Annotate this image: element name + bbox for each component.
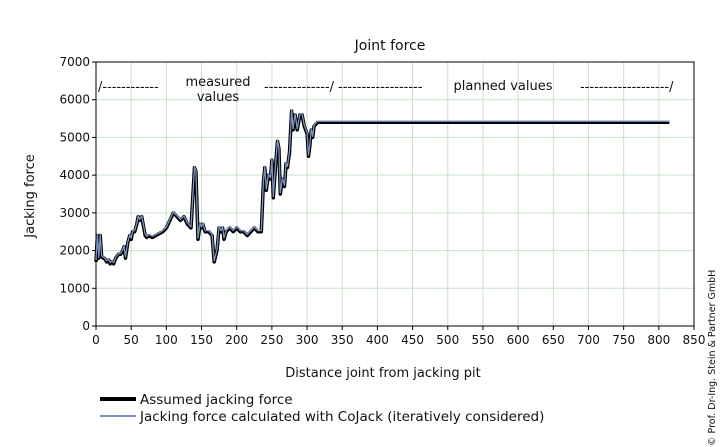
x-tick-label: 250: [260, 333, 283, 347]
measured-dashes-right: --------------/: [264, 80, 335, 95]
x-tick-label: 300: [296, 333, 319, 347]
x-tick-label: 750: [612, 333, 635, 347]
x-tick-label: 800: [647, 333, 670, 347]
legend-label-assumed: Assumed jacking force: [140, 392, 293, 408]
series-line-assumed: [94, 109, 670, 266]
x-tick-label: 850: [683, 333, 706, 347]
x-tick-label: 500: [436, 333, 459, 347]
x-axis-label: Distance joint from jacking pit: [285, 366, 480, 381]
plot-frame: [95, 61, 695, 327]
y-tick-label: 4000: [59, 168, 90, 182]
x-tick-label: 0: [92, 333, 100, 347]
legend-label-cojack: Jacking force calculated with CoJack (it…: [139, 409, 544, 425]
measured-label-line1: measured: [186, 75, 251, 90]
y-tick-label: 1000: [59, 281, 90, 295]
measured-label-line2: values: [197, 90, 240, 105]
measured-dashes-left: /------------: [98, 80, 159, 95]
y-tick-label: 7000: [59, 55, 90, 69]
y-tick-label: 0: [82, 319, 90, 333]
x-tick-label: 100: [155, 333, 178, 347]
series-lines: [94, 109, 670, 266]
y-tick-label: 6000: [59, 93, 90, 107]
legend: Assumed jacking force Jacking force calc…: [100, 392, 544, 425]
x-tick-label: 650: [542, 333, 565, 347]
x-tick-label: 550: [471, 333, 494, 347]
series-line-cojack: [95, 109, 670, 264]
x-tick-label: 350: [331, 333, 354, 347]
y-tick-label: 5000: [59, 130, 90, 144]
copyright-text: © Prof. Dr-Ing. Stein & Partner GmbH: [707, 270, 718, 446]
y-tick-label: 3000: [59, 206, 90, 220]
planned-dashes-left: ------------------: [338, 80, 423, 95]
y-tick-label: 2000: [59, 244, 90, 258]
x-tick-label: 150: [190, 333, 213, 347]
y-axis-label: Jacking force: [23, 154, 38, 238]
planned-dashes-right: -------------------/: [580, 80, 674, 95]
x-tick-label: 200: [225, 333, 248, 347]
planned-label: planned values: [454, 79, 553, 94]
grid: [96, 62, 694, 326]
axes: 0 50 100 150 200 250 300 350 400 450 500 550 600 650 7…: [59, 55, 705, 347]
x-tick-label: 400: [366, 333, 389, 347]
x-tick-label: 50: [124, 333, 139, 347]
x-tick-label: 600: [507, 333, 530, 347]
annotation-measured: /------------ measured values ----------…: [98, 75, 335, 105]
x-tick-label: 450: [401, 333, 424, 347]
annotation-planned: ------------------ planned values ------…: [338, 79, 674, 95]
chart-title: Joint force: [354, 38, 426, 54]
x-tick-label: 700: [577, 333, 600, 347]
